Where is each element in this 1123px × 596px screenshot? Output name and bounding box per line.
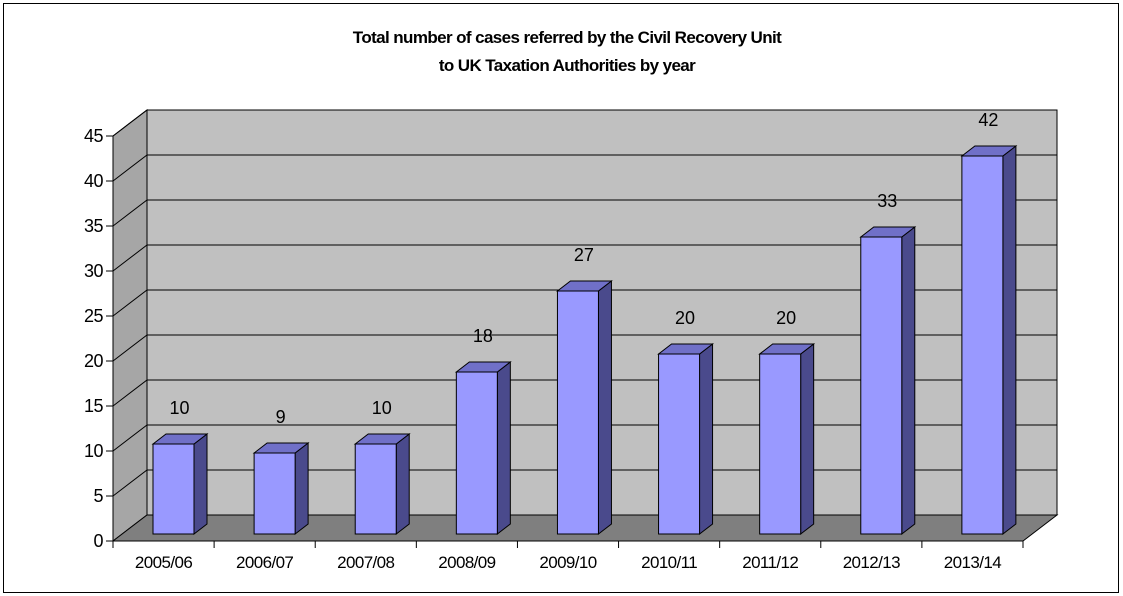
bar-front [658, 353, 701, 535]
x-tick-label: 2009/10 [539, 553, 596, 572]
x-tick-label: 2010/11 [641, 553, 697, 572]
y-tick-label: 25 [84, 306, 104, 326]
data-label: 10 [372, 398, 392, 418]
chart-title: Total number of cases referred by the Ci… [353, 28, 783, 75]
bar-front [152, 443, 195, 535]
bar-front [455, 371, 498, 535]
gridline [112, 244, 1057, 272]
y-tick-label: 15 [84, 396, 104, 416]
bar-front [860, 236, 903, 535]
y-tick-label: 10 [84, 441, 104, 461]
x-tick-label: 2012/13 [843, 553, 900, 572]
bar [252, 441, 310, 536]
side-wall [112, 108, 148, 543]
bar-side [193, 432, 208, 536]
bar-side [395, 432, 410, 536]
bar-side [1002, 144, 1017, 536]
bar-side [901, 225, 916, 536]
gridlines [112, 109, 1057, 497]
bars [151, 144, 1018, 536]
gridline [112, 109, 1057, 137]
gridline [112, 469, 1057, 497]
chart-title-line-1: Total number of cases referred by the Ci… [353, 28, 782, 47]
y-axis-ticks: 0 5 10 15 20 25 30 35 40 45 [84, 126, 113, 551]
data-labels: 10 9 10 18 27 20 20 33 42 [169, 110, 998, 427]
data-label: 9 [276, 407, 286, 427]
x-tick-label: 2011/12 [742, 553, 798, 572]
data-label: 18 [473, 326, 493, 346]
bar-side [496, 360, 511, 536]
y-tick-label: 20 [84, 351, 104, 371]
gridline [112, 289, 1057, 317]
gridline [112, 154, 1057, 182]
x-tick-label: 2008/09 [438, 553, 495, 572]
bar-side [800, 342, 815, 536]
y-tick-label: 45 [84, 126, 104, 146]
chart-title-line-2: to UK Taxation Authorities by year [439, 56, 696, 75]
bar-side [699, 342, 714, 536]
data-label: 20 [776, 308, 796, 328]
gridline [112, 424, 1057, 452]
y-tick-label: 40 [84, 171, 104, 191]
y-tick-label: 30 [84, 261, 104, 281]
bar-front [253, 452, 296, 535]
bar [555, 279, 613, 536]
bar-side [294, 441, 309, 536]
y-tick-label: 5 [93, 486, 103, 506]
x-tick-label: 2005/06 [135, 553, 192, 572]
gridline [112, 199, 1057, 227]
gridline [112, 334, 1057, 362]
data-label: 27 [574, 245, 594, 265]
bar [353, 432, 411, 536]
data-label: 42 [978, 110, 998, 130]
y-tick-label: 0 [93, 531, 103, 551]
bar [454, 360, 512, 536]
bar [758, 342, 816, 536]
gridline [112, 379, 1057, 407]
bar [151, 432, 209, 536]
bar-front [556, 290, 599, 535]
bar-front [961, 155, 1004, 535]
data-label: 20 [675, 308, 695, 328]
data-label: 10 [169, 398, 189, 418]
data-label: 33 [877, 191, 897, 211]
x-tick-label: 2013/14 [944, 553, 1001, 572]
x-axis-categories: 2005/06 2006/07 2007/08 2008/09 2009/10 2010/… [112, 541, 1024, 572]
bar [960, 144, 1018, 536]
x-tick-label: 2006/07 [236, 553, 293, 572]
axes [112, 136, 1023, 542]
bar-side [597, 279, 612, 536]
bar-front [759, 353, 802, 535]
x-tick-label: 2007/08 [337, 553, 394, 572]
y-tick-label: 35 [84, 216, 104, 236]
bar-front [354, 443, 397, 535]
bar [859, 225, 917, 536]
bar [657, 342, 715, 536]
